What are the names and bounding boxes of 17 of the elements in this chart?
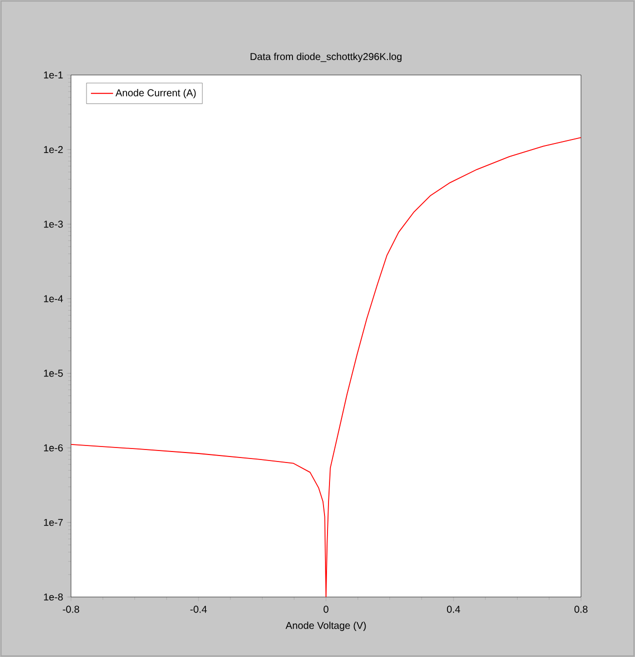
x-axis-title: Anode Voltage (V): [286, 622, 366, 631]
y-tick-label: 1e-4: [44, 295, 63, 302]
y-tick-label: 1e-2: [44, 146, 63, 154]
y-tick-label: 1e-6: [44, 444, 63, 452]
y-tick-label: 1e-7: [44, 518, 63, 526]
y-tick-label: 1e-1: [44, 72, 63, 78]
chart-title: Data from diode_schottky296K.log: [250, 52, 402, 62]
x-tick-label: 0.4: [446, 606, 460, 613]
x-tick-label: 0: [324, 606, 328, 613]
x-tick-label: 0.8: [574, 606, 588, 613]
x-tick-label: -0.4: [190, 606, 207, 613]
y-tick-label: 1e-3: [44, 220, 63, 228]
legend-label: Anode Current (A): [116, 89, 196, 98]
y-tick-label: 1e-8: [44, 593, 63, 601]
line-series: [71, 137, 582, 598]
x-tick-label: -0.8: [62, 606, 80, 613]
y-tick-label: 1e-5: [44, 370, 63, 377]
